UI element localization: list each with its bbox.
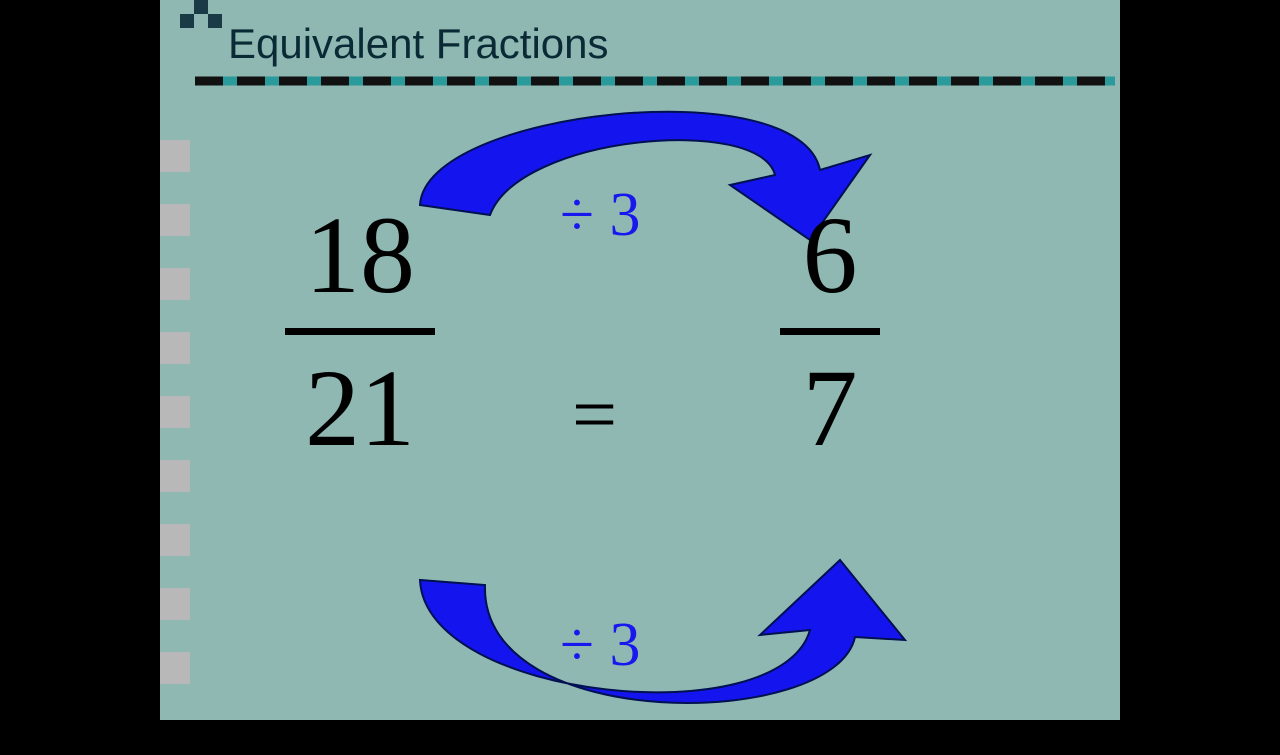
sidebar-decoration <box>160 140 190 720</box>
fraction-bar-right <box>780 328 880 335</box>
equals-sign: = <box>572 370 617 461</box>
corner-decoration <box>180 0 220 28</box>
denominator-right: 7 <box>770 353 890 463</box>
numerator-right: 6 <box>770 200 890 310</box>
fraction-bar-left <box>285 328 435 335</box>
operation-label-top: ÷ 3 <box>560 180 641 251</box>
fraction-left: 18 21 <box>280 200 440 463</box>
fraction-right: 6 7 <box>770 200 890 463</box>
operation-label-bottom: ÷ 3 <box>560 610 641 681</box>
numerator-left: 18 <box>280 200 440 310</box>
denominator-left: 21 <box>280 353 440 463</box>
